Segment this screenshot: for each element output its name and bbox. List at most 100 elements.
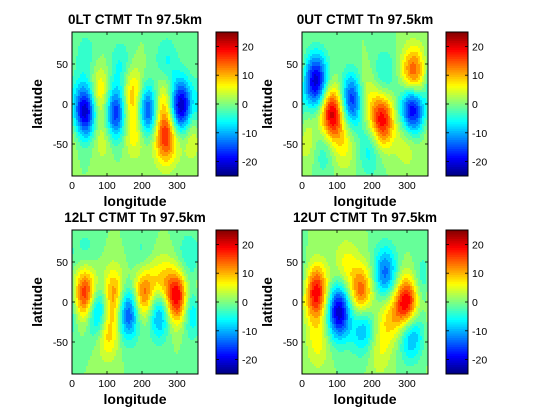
heatmap-cell: [148, 62, 151, 65]
heatmap-cell: [130, 34, 133, 37]
heatmap-cell: [82, 62, 85, 65]
heatmap-cell: [88, 54, 91, 57]
heatmap-cell: [124, 112, 127, 115]
heatmap-cell: [166, 66, 169, 69]
heatmap-cell: [140, 46, 143, 49]
heatmap-cell: [94, 58, 97, 61]
heatmap-cell: [140, 70, 143, 73]
heatmap-cell: [190, 34, 193, 37]
heatmap-cell: [114, 78, 117, 81]
heatmap-cell: [160, 56, 163, 59]
heatmap-cell: [134, 112, 137, 115]
heatmap-cell: [74, 56, 77, 59]
heatmap-cell: [86, 92, 89, 95]
heatmap-cell: [196, 40, 199, 43]
heatmap-cell: [186, 42, 189, 45]
heatmap-cell: [168, 50, 171, 53]
heatmap-cell: [126, 50, 129, 53]
heatmap-cell: [176, 112, 179, 115]
heatmap-cell: [72, 48, 75, 51]
heatmap-cell: [156, 94, 159, 97]
heatmap-cell: [170, 84, 173, 87]
heatmap-cell: [122, 104, 125, 107]
heatmap-cell: [148, 86, 151, 89]
heatmap-cell: [158, 114, 161, 117]
heatmap-cell: [192, 40, 195, 43]
heatmap-cell: [100, 42, 103, 45]
heatmap-cell: [132, 104, 135, 107]
heatmap-cell: [122, 36, 125, 39]
heatmap-cell: [126, 90, 129, 93]
heatmap-cell: [78, 66, 81, 69]
heatmap-cell: [188, 78, 191, 81]
heatmap-cell: [92, 66, 95, 69]
heatmap-cell: [124, 32, 127, 35]
heatmap-cell: [140, 84, 143, 87]
heatmap-cell: [180, 66, 183, 69]
heatmap-cell: [134, 94, 137, 97]
heatmap-cell: [92, 62, 95, 65]
heatmap-cell: [196, 58, 199, 61]
heatmap-cell: [192, 60, 195, 63]
heatmap-cell: [114, 36, 117, 39]
heatmap-cell: [84, 96, 87, 99]
heatmap-cell: [152, 88, 155, 91]
heatmap-cell: [94, 80, 97, 83]
heatmap-cell: [90, 104, 93, 107]
heatmap-cell: [178, 108, 181, 111]
heatmap-cell: [192, 46, 195, 49]
heatmap-cell: [102, 32, 105, 35]
heatmap-cell: [146, 60, 149, 63]
heatmap-cell: [172, 34, 175, 37]
heatmap-cell: [78, 68, 81, 71]
heatmap-cell: [122, 50, 125, 53]
heatmap-cell: [110, 66, 113, 69]
heatmap-cell: [158, 50, 161, 53]
heatmap-cell: [106, 80, 109, 83]
heatmap-cell: [196, 52, 199, 55]
heatmap-cell: [92, 72, 95, 75]
heatmap-cell: [186, 32, 189, 35]
heatmap-cell: [164, 56, 167, 59]
heatmap-cell: [106, 60, 109, 63]
heatmap-cell: [88, 62, 91, 65]
heatmap-cell: [190, 46, 193, 49]
heatmap-cell: [136, 58, 139, 61]
heatmap-cell: [74, 76, 77, 79]
heatmap-cell: [124, 36, 127, 39]
heatmap-cell: [146, 102, 149, 105]
heatmap-cell: [106, 88, 109, 91]
heatmap-cell: [166, 40, 169, 43]
heatmap-cell: [150, 74, 153, 77]
heatmap-cell: [190, 60, 193, 63]
heatmap-cell: [72, 100, 75, 103]
heatmap-cell: [186, 88, 189, 91]
heatmap-cell: [98, 42, 101, 45]
heatmap-cell: [80, 50, 83, 53]
heatmap-cell: [102, 72, 105, 75]
heatmap-cell: [76, 62, 79, 65]
heatmap-cell: [104, 72, 107, 75]
heatmap-cell: [102, 102, 105, 105]
heatmap-cell: [126, 66, 129, 69]
heatmap-cell: [112, 82, 115, 85]
heatmap-cell: [132, 38, 135, 41]
heatmap-cell: [184, 92, 187, 95]
heatmap-cell: [98, 46, 101, 49]
heatmap-cell: [96, 66, 99, 69]
heatmap-cell: [196, 32, 199, 35]
heatmap-cell: [90, 56, 93, 59]
heatmap-cell: [158, 78, 161, 81]
heatmap-cell: [154, 76, 157, 79]
heatmap-cell: [90, 74, 93, 77]
heatmap-cell: [78, 90, 81, 93]
heatmap-cell: [192, 56, 195, 59]
heatmap-cell: [76, 108, 79, 111]
heatmap-cell: [140, 60, 143, 63]
heatmap-cell: [168, 100, 171, 103]
heatmap-cell: [182, 108, 185, 111]
heatmap-cell: [112, 34, 115, 37]
heatmap-cell: [154, 100, 157, 103]
heatmap-cell: [170, 50, 173, 53]
heatmap-cell: [86, 64, 89, 67]
